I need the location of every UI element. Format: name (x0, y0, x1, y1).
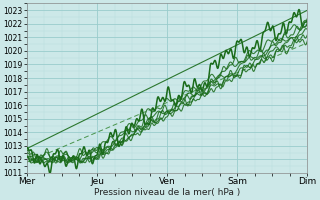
X-axis label: Pression niveau de la mer( hPa ): Pression niveau de la mer( hPa ) (94, 188, 240, 197)
